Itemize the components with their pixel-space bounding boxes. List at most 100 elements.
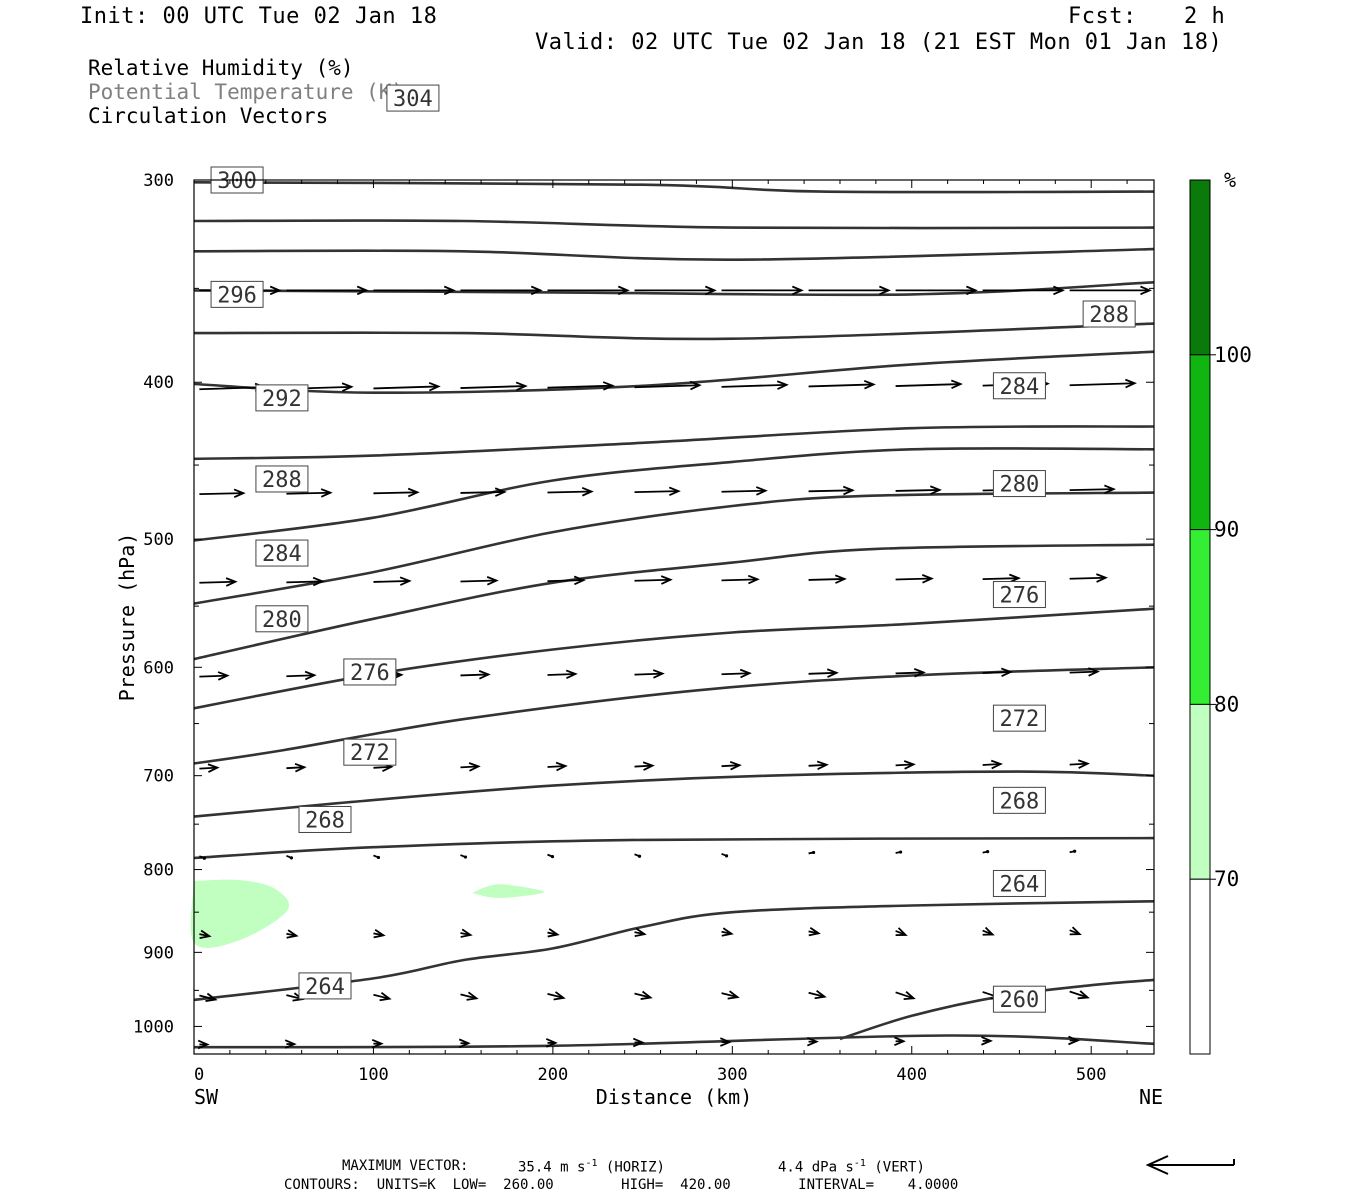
contour-label: 272: [343, 738, 397, 766]
vector-head: [460, 928, 473, 938]
vector-head: [468, 762, 481, 772]
contour-label-text: 276: [1000, 584, 1040, 609]
vector-shaft: [460, 673, 489, 677]
vector-shaft: [199, 766, 218, 770]
vector-shaft: [460, 765, 479, 769]
contour-label: 280: [255, 605, 309, 633]
circulation-vector: [199, 855, 206, 860]
contour-label-text: 280: [262, 608, 302, 633]
circulation-vector: [197, 1039, 210, 1050]
circulation-vector: [634, 927, 647, 938]
vector-head: [289, 856, 294, 860]
contour-label-text: 292: [262, 387, 302, 412]
vector-shaft: [808, 763, 827, 767]
vector-head: [913, 668, 926, 678]
circulation-vector: [895, 485, 942, 495]
circulation-vector: [286, 576, 325, 587]
circulation-vector: [1069, 484, 1116, 495]
vector-shaft: [373, 491, 418, 495]
contour-label-box: [343, 658, 397, 686]
contour-label: 268: [298, 805, 352, 833]
contour-label-text: 284: [262, 542, 302, 567]
theta-contour: [194, 447, 1154, 542]
axes: 300 400 500 600 700 800 900 1000 0 100 200 300 400 50…: [133, 171, 1154, 1085]
colorbar-unit: %: [1224, 168, 1236, 192]
vector-head: [634, 927, 647, 938]
vector-head: [640, 990, 653, 1000]
vector-head: [982, 926, 995, 936]
vector-shaft: [547, 384, 613, 389]
theta-contour: [194, 322, 1154, 341]
horiz-tag: (HORIZ): [605, 1159, 665, 1176]
circulation-vector: [1069, 667, 1100, 677]
vector-shaft: [721, 764, 740, 768]
contour-label-box: [255, 605, 309, 633]
vector-shaft: [982, 671, 1011, 674]
vector-shaft: [634, 384, 700, 389]
circulation-vector: [199, 488, 246, 499]
circulation-vector: [808, 668, 839, 678]
vector-head: [494, 487, 507, 497]
circulation-vector: [460, 991, 479, 1001]
contour-label: 268: [992, 786, 1046, 814]
contour-label: 288: [255, 465, 309, 493]
vector-head: [341, 382, 354, 392]
circulation-vector: [632, 1037, 645, 1048]
vector-shaft: [982, 577, 1019, 581]
circulation-vector: [1069, 990, 1090, 1000]
contour-label-box: [992, 581, 1046, 609]
vector-head: [950, 379, 963, 390]
valid-time: Valid: 02 UTC Tue 02 Jan 18 (21 EST Mon …: [535, 30, 1223, 55]
circulation-vectors: [197, 285, 1152, 1050]
vert-exponent: -1: [853, 1158, 866, 1169]
circulation-vector: [634, 285, 717, 296]
contour-label-box: [255, 465, 309, 493]
vector-shaft: [634, 764, 653, 768]
theta-contour: [194, 666, 1154, 765]
vector-shaft: [199, 492, 244, 496]
contour-label-text: 268: [305, 808, 345, 833]
x-tick-label: 300: [717, 1065, 748, 1085]
y-tick-label: 1000: [133, 1017, 174, 1037]
circulation-vector: [373, 991, 392, 1002]
x-tick-label: 400: [896, 1065, 927, 1085]
colorbar-segment: [1189, 529, 1211, 705]
theta-contour: [194, 1034, 1154, 1049]
horiz-value: 35.4 m s: [518, 1159, 586, 1176]
contour-label-text: 288: [1089, 303, 1129, 328]
vector-shaft: [460, 491, 505, 494]
circulation-vector: [634, 990, 653, 1000]
circulation-vector: [460, 762, 481, 772]
vector-head: [1000, 667, 1013, 678]
circulation-vector: [721, 668, 752, 679]
vector-head: [899, 850, 903, 854]
circulation-vector: [286, 488, 333, 498]
vector-head: [721, 927, 734, 937]
vector-head: [816, 760, 829, 771]
vector-shaft: [1069, 670, 1098, 674]
vector-head: [990, 759, 1003, 770]
vector-shaft: [373, 765, 392, 769]
vector-shaft: [286, 766, 305, 770]
vector-head: [811, 850, 816, 855]
vector-head: [356, 285, 369, 296]
vector-shaft: [721, 672, 750, 676]
vector-head: [652, 669, 665, 679]
contour-label: 284: [992, 372, 1046, 400]
circulation-vector: [547, 381, 615, 391]
circulation-vector: [373, 381, 441, 392]
vector-shaft: [373, 385, 439, 390]
vector-head: [903, 760, 916, 770]
vector-shaft: [286, 491, 331, 495]
circulation-vector: [982, 850, 990, 854]
vector-shaft: [1069, 990, 1088, 999]
vector-head: [1069, 926, 1082, 936]
circulation-vector: [1069, 759, 1090, 769]
vector-head: [466, 991, 479, 1001]
vector-head: [724, 854, 729, 858]
circulation-vector: [199, 992, 218, 1002]
vector-head: [312, 576, 325, 587]
contours-info: CONTOURS: UNITS=K LOW= 260.00 HIGH= 420.…: [284, 1177, 959, 1193]
vector-head: [729, 760, 742, 771]
vector-shaft: [460, 993, 477, 1000]
